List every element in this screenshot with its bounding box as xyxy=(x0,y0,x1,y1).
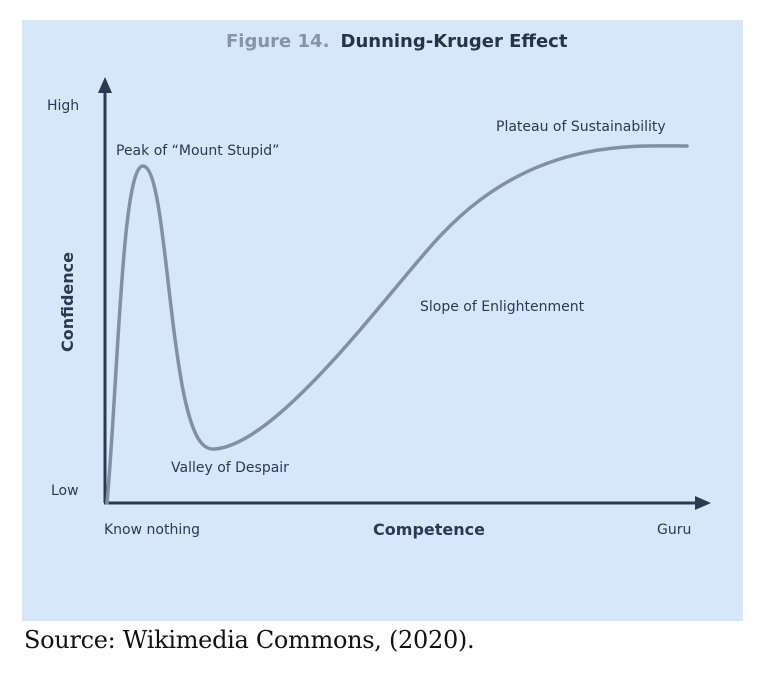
figure-title: Figure 14. Dunning-Kruger Effect xyxy=(226,31,568,52)
figure-title-text: Dunning-Kruger Effect xyxy=(341,31,568,52)
y-axis-title: Confidence xyxy=(58,252,77,352)
y-axis-low-label: Low xyxy=(51,483,79,499)
annotation-slope: Slope of Enlightenment xyxy=(420,299,585,315)
y-axis-arrow-icon xyxy=(98,77,112,93)
y-axis-high-label: High xyxy=(47,98,79,114)
x-axis-title: Competence xyxy=(373,520,485,539)
annotation-valley: Valley of Despair xyxy=(171,460,289,476)
figure-number: Figure 14. xyxy=(226,31,329,52)
x-axis-start-label: Know nothing xyxy=(104,522,200,538)
x-axis-end-label: Guru xyxy=(657,522,691,538)
annotation-peak: Peak of “Mount Stupid” xyxy=(116,143,279,159)
annotation-plateau: Plateau of Sustainability xyxy=(496,119,666,135)
figure-panel xyxy=(22,20,743,621)
dunning-kruger-curve xyxy=(105,144,689,505)
source-caption: Source: Wikimedia Commons, (2020). xyxy=(24,626,475,654)
x-axis-arrow-icon xyxy=(695,496,711,510)
